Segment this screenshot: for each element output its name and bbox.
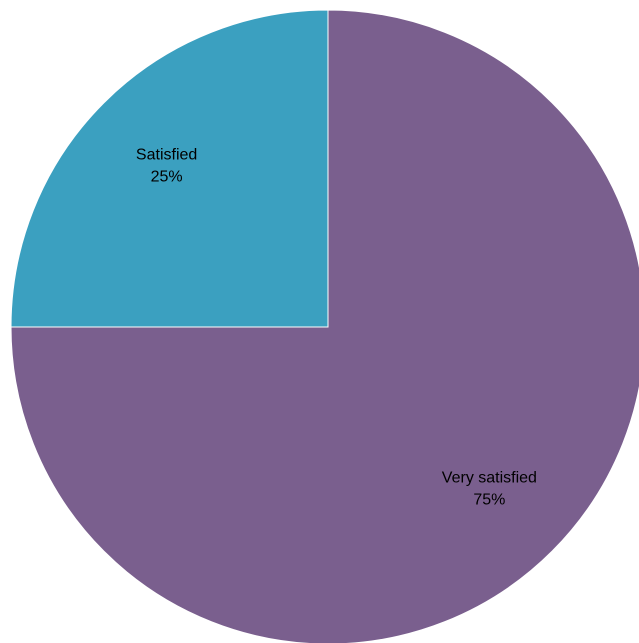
pie-slice-very-satisfied bbox=[10, 9, 639, 643]
data-label-value: 75% bbox=[473, 491, 505, 508]
data-label-satisfied: Satisfied 25% bbox=[136, 147, 197, 186]
pie-slice-satisfied bbox=[10, 9, 329, 328]
data-label-very-satisfied: Very satisfied 75% bbox=[442, 469, 537, 508]
data-label-value: 25% bbox=[151, 169, 183, 186]
data-label-name: Satisfied bbox=[136, 147, 197, 164]
labels-layer: Very satisfied 75% Satisfied 25% bbox=[136, 147, 537, 509]
slices-layer bbox=[10, 9, 639, 643]
data-label-name: Very satisfied bbox=[442, 469, 537, 486]
